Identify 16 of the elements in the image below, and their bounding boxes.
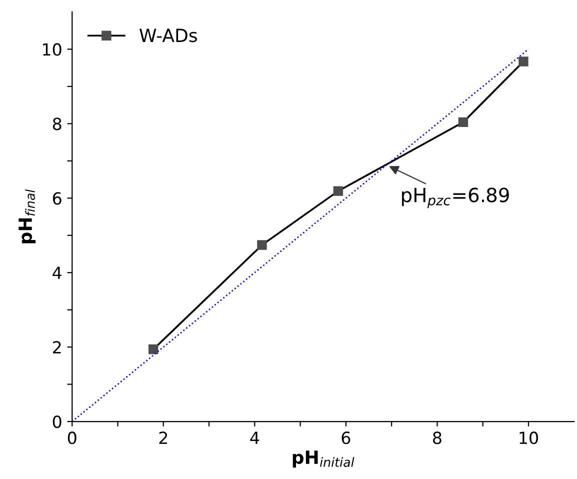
y-tick-label: 6 [52, 192, 62, 205]
y-tick-label: 10 [43, 43, 62, 56]
y-tick-label: 8 [52, 118, 62, 130]
x-tick-label: 4 [250, 432, 260, 444]
y-tick-label: 2 [53, 341, 61, 354]
x-axis-title: pH$_{initial}$ [292, 450, 354, 468]
x-tick-label: 0 [68, 432, 76, 444]
y-axis-title: pH$_{final}$ [18, 189, 36, 244]
legend-label: W-ADs [140, 28, 197, 42]
x-tick-label: 6 [342, 432, 350, 444]
y-tick-label: 0 [52, 415, 62, 428]
x-tick-label: 2 [159, 432, 168, 444]
annotation: pH$_{pzc}$=6.89 [402, 188, 509, 208]
y-tick-label: 4 [52, 266, 62, 279]
x-tick-label: 8 [433, 432, 442, 444]
x-tick-label: 10 [520, 432, 538, 444]
